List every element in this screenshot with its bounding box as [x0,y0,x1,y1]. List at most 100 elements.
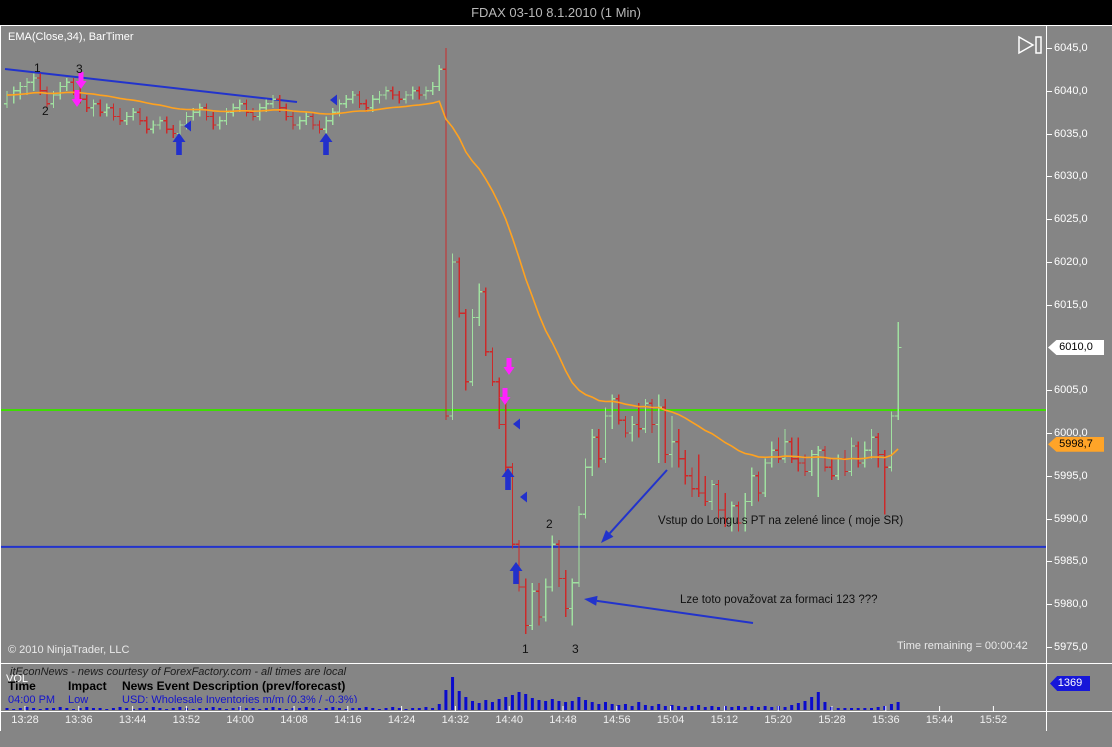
up-arrow-marker [501,468,515,490]
price-tick [1047,176,1052,178]
up-arrow-marker [509,562,523,584]
ohlc-bars [3,48,902,635]
left-triangle-marker [184,120,191,132]
price-tick [1047,48,1052,49]
down-arrow-marker [499,388,511,405]
price-tick-label: 5985,0 [1054,555,1088,568]
up-arrow-marker [319,133,333,155]
time-tick-label: 13:44 [118,714,147,726]
time-axis-line [0,711,1112,712]
time-tick-label: 13:28 [11,714,39,726]
point-number-label: 1 [34,61,41,75]
time-tick-label: 14:08 [280,714,308,726]
price-tick [1047,604,1052,606]
price-tick-label: 6020,0 [1054,255,1088,268]
price-axis[interactable]: 6010,0 5998,7 1369 6045,0 6040,0 6035,0 603… [1046,26,1112,731]
news-row-time: 04:00 PM [8,694,56,703]
time-tick-label: 13:36 [65,714,93,726]
time-tick-label: 14:32 [441,714,470,726]
price-tick [1047,390,1052,392]
time-tick-label: 14:16 [334,714,362,726]
point-number-label: 2 [42,104,49,118]
price-tick [1047,90,1052,92]
news-table-header: Time Impact News Event Description (prev… [0,679,1040,693]
point-number-label: 1 [522,642,529,656]
price-tick-label: 5995,0 [1054,469,1088,482]
volume-indicator-label: VOL [6,673,29,685]
price-tick-label: 6035,0 [1054,127,1088,140]
price-tick [1047,133,1052,135]
time-tick-label: 15:44 [925,714,954,726]
time-tick-label: 15:28 [818,714,846,726]
go-to-last-bar-icon[interactable] [1017,35,1045,57]
time-tick-label: 15:04 [656,714,685,726]
point-number-label: 3 [76,62,83,76]
time-tick-label: 14:24 [387,714,416,726]
signal-markers [71,72,527,584]
down-arrow-marker [71,90,83,107]
time-tick-label: 15:20 [764,714,792,726]
drawn-arrow-head[interactable] [601,530,614,543]
indicator-label: EMA(Close,34), BarTimer [8,31,134,43]
news-col-impact: Impact [68,679,107,693]
up-arrow-marker [172,133,186,155]
annotation-long-entry: Vstup do Longu s PT na zelené lince ( mo… [658,515,904,527]
time-tick-label: 15:52 [979,714,1008,726]
window-title: FDAX 03-10 8.1.2010 (1 Min) [0,0,1112,25]
ema-line [6,91,899,461]
price-tick [1047,304,1052,306]
copyright-label: © 2010 NinjaTrader, LLC [8,644,130,656]
price-tick [1047,261,1052,263]
news-ticker-label: itEconNews - news courtesy of ForexFacto… [10,666,347,678]
time-tick-label: 15:36 [872,714,900,726]
drawn-arrow-line[interactable] [608,469,668,535]
price-tick-label: 6005,0 [1054,384,1088,397]
last-price-tag: 6010,0 [1048,339,1104,355]
price-tick [1047,518,1052,520]
ema-value-tag: 5998,7 [1048,436,1104,452]
time-tick-label: 14:40 [495,714,523,726]
price-tick-label: 6025,0 [1054,213,1088,226]
price-tick-label: 6015,0 [1054,298,1088,311]
news-table-row[interactable]: 04:00 PM Low USD: Wholesale Inventories … [0,694,1040,703]
price-tick [1047,646,1052,648]
chart-left-border [0,26,1,731]
bar-timer-label: Time remaining = 00:00:42 [897,640,1028,652]
price-tick [1047,433,1052,435]
titlebar-separator [0,25,1112,26]
price-tick [1047,475,1052,477]
time-tick-label: 14:48 [549,714,577,726]
price-tick-label: 6030,0 [1054,170,1088,183]
time-axis[interactable]: 13:28 13:36 13:44 13:52 14:00 14:08 14:16 14:24… [0,713,1112,731]
drawn-arrow-head[interactable] [584,595,598,606]
price-tick [1047,561,1052,563]
price-tick-label: 6000,0 [1054,427,1088,440]
news-panel-separator [0,663,1112,664]
news-row-description: USD: Wholesale Inventories m/m (0.3% / -… [122,694,358,703]
left-triangle-marker [330,94,337,106]
time-tick-label: 14:56 [603,714,631,726]
point-number-label: 3 [572,642,579,656]
news-col-description: News Event Description (prev/forecast) [122,679,346,693]
price-tick [1047,219,1052,221]
left-triangle-marker [520,491,527,503]
time-tick-label: 14:00 [226,714,254,726]
point-number-label: 2 [546,517,553,531]
price-tick-label: 6045,0 [1054,42,1088,54]
time-tick-label: 13:52 [172,714,201,726]
price-tick-label: 5980,0 [1054,598,1088,611]
down-arrow-marker [503,358,515,375]
drawn-arrow-line[interactable] [596,599,754,624]
news-row-impact: Low [68,694,89,703]
volume-value-tag: 1369 [1050,676,1090,691]
price-tick-label: 5990,0 [1054,512,1088,525]
news-volume-panel: itEconNews - news courtesy of ForexFacto… [0,664,1046,711]
trend-line[interactable] [4,68,298,103]
left-triangle-marker [513,418,520,430]
price-tick-label: 6040,0 [1054,84,1088,97]
annotation-123-formation: Lze toto považovat za formaci 123 ??? [680,594,878,606]
news-col-time: Time [8,679,36,693]
time-tick-label: 15:12 [710,714,739,726]
